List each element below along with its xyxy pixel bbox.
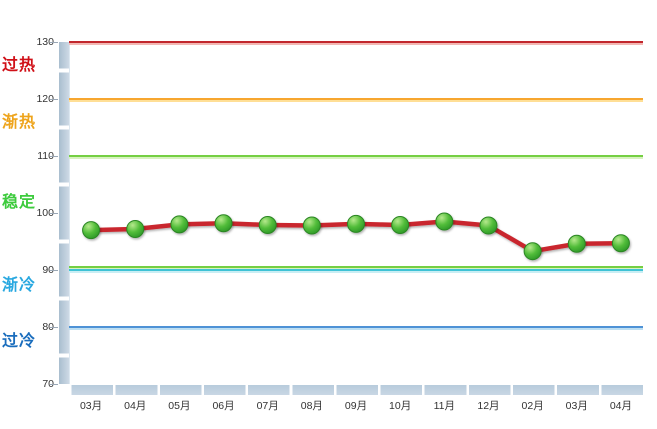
- data-point-marker[interactable]: [126, 219, 145, 238]
- data-point-marker[interactable]: [523, 242, 542, 261]
- y-axis-bar: [59, 42, 69, 384]
- data-point-marker[interactable]: [611, 234, 630, 253]
- y-tick-mark: [50, 156, 58, 157]
- reference-line-90: [69, 266, 643, 268]
- y-tick-mark: [50, 270, 58, 271]
- y-tick-mark: [50, 42, 58, 43]
- data-point-marker[interactable]: [302, 216, 321, 235]
- x-tick-label: 11月: [433, 400, 455, 412]
- x-tick-label: 09月: [344, 400, 368, 412]
- y-tick-mark: [50, 327, 58, 328]
- zone-label-warming: 渐热: [2, 113, 37, 131]
- plot-left-edge: [69, 42, 70, 384]
- x-tick-label: 03月: [565, 400, 588, 412]
- zone-label-stable: 稳定: [2, 193, 37, 211]
- y-tick-label: 110: [37, 150, 54, 162]
- reference-line-90: [69, 269, 643, 271]
- data-point-marker[interactable]: [479, 216, 498, 235]
- zone-label-cooling: 渐冷: [2, 276, 37, 294]
- x-tick-label: 12月: [477, 400, 500, 412]
- data-point-marker[interactable]: [435, 212, 454, 231]
- data-point-marker[interactable]: [214, 214, 233, 233]
- x-tick-label: 04月: [124, 400, 147, 412]
- data-point-marker[interactable]: [567, 234, 586, 253]
- x-tick-label: 06月: [212, 400, 235, 412]
- reference-line-80: [69, 326, 643, 328]
- y-tick-mark: [50, 384, 58, 385]
- data-point-marker[interactable]: [170, 215, 189, 234]
- reference-line-120: [69, 98, 643, 100]
- zone-label-overcooled: 过冷: [2, 332, 37, 350]
- data-point-marker[interactable]: [82, 221, 101, 240]
- data-point-marker[interactable]: [258, 215, 277, 234]
- x-tick-label: 05月: [168, 400, 191, 412]
- reference-line-110: [69, 155, 643, 157]
- y-tick-label: 80: [42, 321, 54, 333]
- y-tick-mark: [50, 213, 58, 214]
- x-tick-label: 02月: [521, 400, 544, 412]
- x-tick-label: 10月: [389, 400, 412, 412]
- reference-line-130: [69, 41, 643, 43]
- y-tick-label: 120: [36, 93, 54, 105]
- data-point-marker[interactable]: [347, 214, 365, 233]
- data-point-marker[interactable]: [391, 215, 410, 234]
- y-tick-label: 130: [36, 36, 54, 48]
- x-tick-label: 04月: [609, 400, 633, 412]
- x-axis-bar: [69, 385, 644, 395]
- x-tick-label: 03月: [79, 400, 103, 412]
- zone-label-overheated: 过热: [2, 56, 37, 74]
- x-tick-label: 07月: [256, 400, 279, 412]
- x-tick-label: 08月: [300, 400, 323, 412]
- y-tick-mark: [50, 99, 58, 100]
- y-tick-label: 70: [42, 378, 54, 390]
- y-tick-label: 90: [42, 264, 54, 276]
- y-tick-label: 100: [36, 207, 54, 219]
